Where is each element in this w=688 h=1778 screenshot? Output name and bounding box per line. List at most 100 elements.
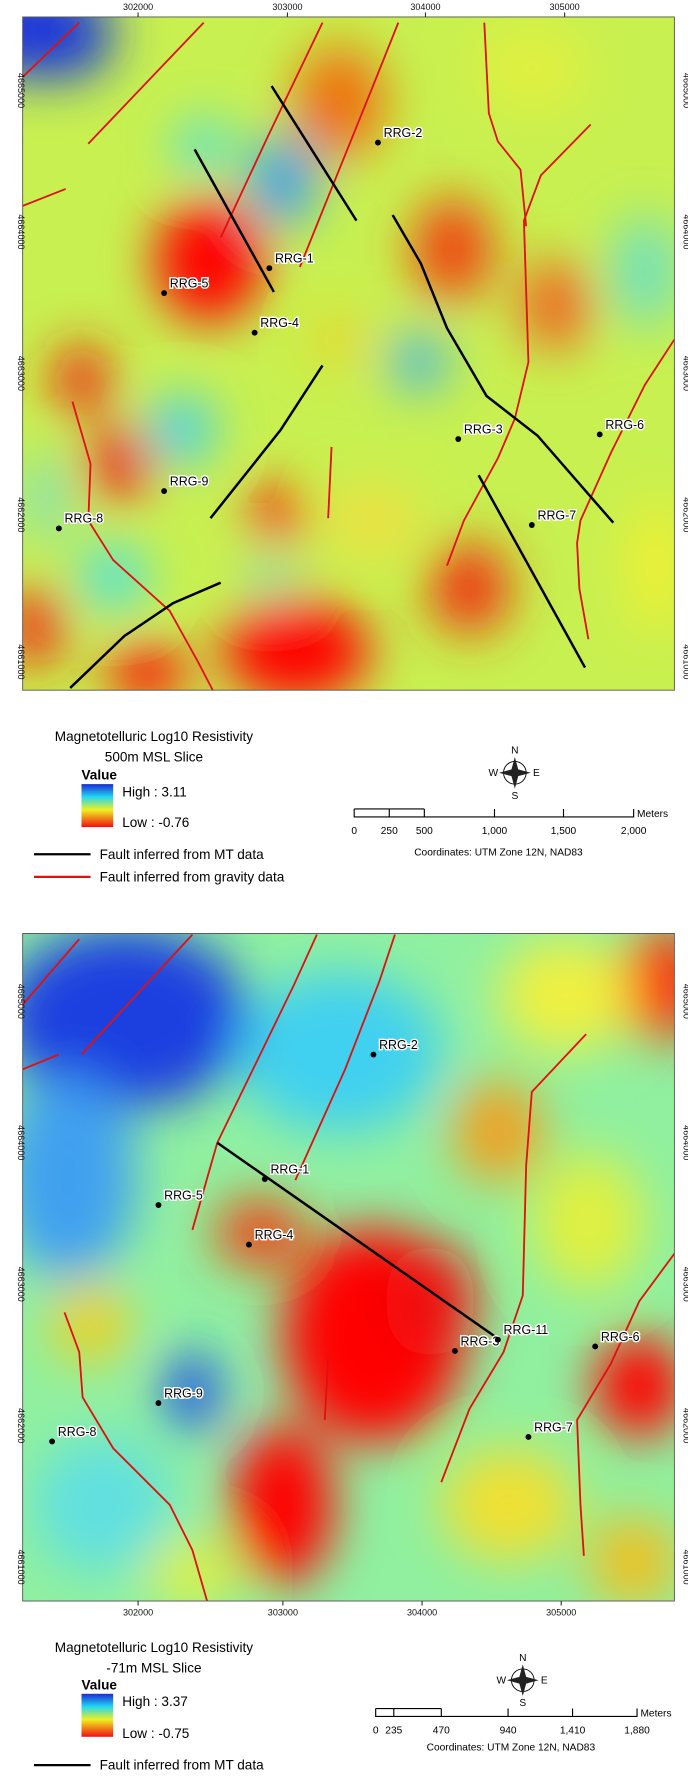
scale-bar (376, 1709, 637, 1717)
y-tick-label: 4665000 (16, 984, 26, 1019)
raster-blob (588, 1516, 679, 1607)
well-label: RRG-4 (260, 316, 299, 330)
well-point (452, 1348, 458, 1354)
legend-fault-label: Fault inferred from gravity data (100, 869, 285, 884)
legend-fault-label: Fault inferred from MT data (100, 1758, 265, 1773)
x-tick-label: 304000 (407, 1608, 437, 1618)
raster-blob (223, 600, 370, 702)
well-label: RRG-5 (164, 1188, 203, 1202)
legend-title: Magnetotelluric Log10 Resistivity (55, 1640, 253, 1655)
scale-label: 1,410 (560, 1725, 586, 1736)
raster-blob (475, 23, 588, 114)
well-point (266, 265, 272, 271)
well-label: RRG-3 (461, 1334, 500, 1348)
y-tick-label: 4665000 (681, 984, 688, 1019)
well-point (161, 488, 167, 494)
well-label: RRG-3 (464, 422, 503, 436)
y-tick-label: 4664000 (16, 1125, 26, 1160)
map-panel: 3020003030003040003050004665000466500046… (0, 928, 688, 1773)
compass-letter: W (489, 768, 499, 779)
y-tick-label: 4662000 (16, 1408, 26, 1443)
north-arrow: NESW (489, 746, 540, 802)
scale-unit: Meters (637, 809, 668, 820)
well-label: RRG-5 (170, 276, 209, 290)
raster-blob (521, 260, 589, 351)
legend-fault-label: Fault inferred from MT data (100, 847, 265, 862)
well-point (592, 1343, 598, 1349)
well-label: RRG-8 (58, 1425, 97, 1439)
raster-blob (390, 334, 447, 391)
color-ramp (82, 784, 114, 827)
raster-blob (51, 1284, 130, 1363)
raster-blob (0, 1075, 136, 1279)
raster-blob (594, 1335, 685, 1437)
well-label: RRG-9 (170, 474, 209, 488)
scale-label: 250 (381, 826, 398, 837)
well-point (49, 1439, 55, 1445)
raster-blob (249, 136, 317, 227)
scale-label: 0 (351, 826, 357, 837)
coordinate-note: Coordinates: UTM Zone 12N, NAD83 (414, 847, 583, 858)
compass-star (499, 757, 531, 789)
well-point (370, 1052, 376, 1058)
well-point (529, 522, 535, 528)
scale-label: 235 (385, 1725, 402, 1736)
x-tick-label: 302000 (123, 2, 153, 12)
legend-high: High : 3.37 (122, 1694, 188, 1709)
well-label: RRG-9 (164, 1386, 203, 1400)
scale-label: 940 (500, 1725, 517, 1736)
raster-blob (232, 1426, 334, 1584)
y-tick-label: 4661000 (16, 1549, 26, 1584)
compass-letter: N (511, 746, 518, 757)
well-point (375, 140, 381, 146)
raster-blob (430, 543, 509, 634)
scale-label: 0 (373, 1725, 379, 1736)
legend-low: Low : -0.76 (122, 815, 189, 830)
well-point (161, 290, 167, 296)
raster-blob (79, 543, 147, 611)
raster-blob (311, 317, 368, 362)
scale-label: 470 (433, 1725, 450, 1736)
y-tick-label: 4661000 (681, 1549, 688, 1584)
y-tick-label: 4662000 (681, 497, 688, 532)
well-point (262, 1176, 268, 1182)
y-tick-label: 4661000 (16, 644, 26, 679)
well-label: RRG-2 (384, 126, 423, 140)
coordinate-note: Coordinates: UTM Zone 12N, NAD83 (427, 1742, 596, 1753)
x-tick-label: 303000 (272, 2, 302, 12)
raster-blob (498, 939, 634, 1052)
well-point (155, 1400, 161, 1406)
raster-blob (87, 428, 150, 500)
y-tick-label: 4665000 (16, 73, 26, 108)
y-tick-label: 4663000 (16, 1267, 26, 1302)
well-label: RRG-7 (534, 1420, 573, 1434)
y-tick-label: 4663000 (681, 356, 688, 391)
well-label: RRG-8 (65, 512, 104, 526)
scale-label: 1,880 (624, 1725, 650, 1736)
scale-unit: Meters (640, 1708, 671, 1719)
raster-blob (252, 487, 302, 544)
raster-blob (108, 645, 187, 702)
raster-blob (0, 928, 249, 1109)
raster-blob (147, 396, 215, 464)
raster-blob (34, 1437, 170, 1573)
x-tick-label: 304000 (410, 2, 440, 12)
well-label: RRG-1 (270, 1162, 309, 1176)
compass-letter: E (533, 768, 540, 779)
compass-letter: N (519, 1653, 526, 1664)
y-tick-label: 4662000 (681, 1408, 688, 1443)
y-tick-label: 4664000 (681, 214, 688, 249)
legend-subtitle: -71m MSL Slice (106, 1660, 201, 1675)
raster-blob (6, 588, 63, 667)
color-ramp (82, 1694, 114, 1737)
y-tick-label: 4664000 (681, 1125, 688, 1160)
y-tick-label: 4662000 (16, 497, 26, 532)
y-tick-label: 4663000 (681, 1267, 688, 1302)
scale-label: 1,500 (551, 826, 577, 837)
well-point (246, 1242, 252, 1248)
raster-blob (628, 498, 685, 634)
well-label: RRG-11 (504, 1323, 549, 1337)
raster-blob (532, 1154, 645, 1290)
